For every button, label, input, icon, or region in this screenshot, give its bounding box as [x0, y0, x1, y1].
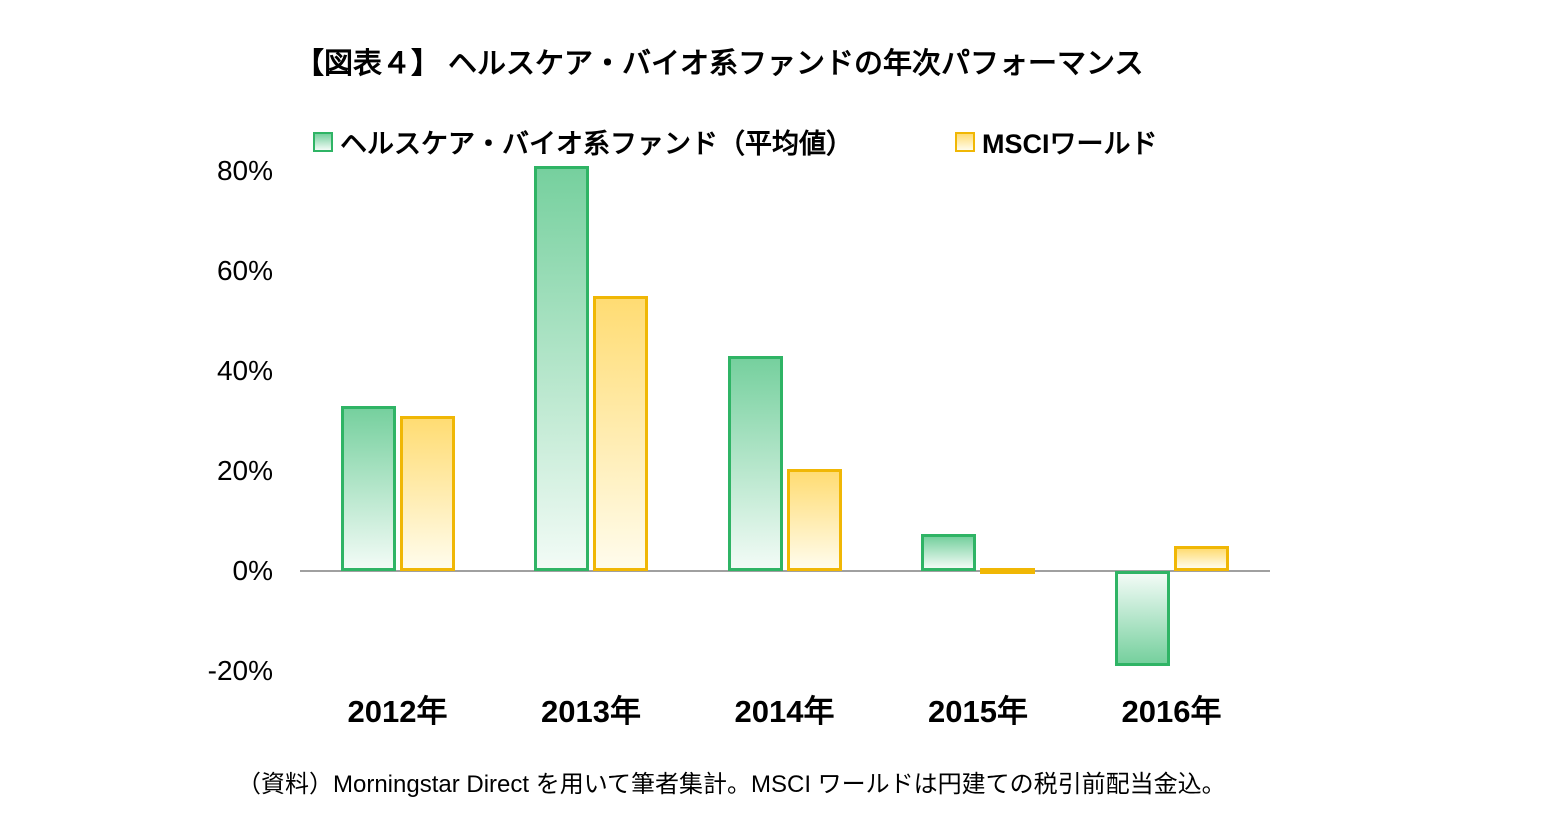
legend-label-fund: ヘルスケア・バイオ系ファンド（平均値） [340, 129, 853, 159]
y-tick-label-20%: 20% [216, 455, 273, 486]
legend-label-msci: MSCIワールド [982, 129, 1158, 159]
bar-fund-2015年 [921, 533, 976, 571]
bar-msci-2014年 [786, 468, 842, 571]
legend-item-fund: ヘルスケア・バイオ系ファンド（平均値） [313, 122, 853, 161]
source-note: （資料）Morningstar Direct を用いて筆者集計。MSCI ワール… [237, 771, 1226, 798]
x-tick-label-2014年: 2014年 [734, 694, 835, 729]
plot-area: 2012年 2013年 2014年 2015年 2016年 [300, 146, 1270, 756]
x-tick-label-2015年: 2015年 [928, 694, 1028, 729]
bar-fund-2014年 [727, 356, 783, 571]
bar-msci-2012年 [399, 416, 455, 571]
chart-title: 【図表４】 ヘルスケア・バイオ系ファンドの年次パフォーマンス [295, 48, 1144, 80]
bar-fund-2016年 [1114, 571, 1170, 666]
bar-msci-2015年 [980, 568, 1035, 574]
bar-fund-2013年 [534, 166, 589, 571]
y-tick-label-40%: 40% [216, 355, 273, 386]
legend-swatch-fund-icon [313, 131, 333, 152]
x-tick-label-2013年: 2013年 [541, 694, 641, 729]
x-tick-label-2012年: 2012年 [347, 694, 448, 729]
legend-swatch-msci-icon [955, 131, 975, 152]
bar-msci-2013年 [593, 296, 648, 571]
y-tick-label-60%: 60% [216, 255, 273, 286]
y-axis-labels: 80% 60% 40% 20% 0% -20% [0, 0, 290, 821]
y-tick-label--20%: -20% [207, 655, 273, 686]
bar-msci-2016年 [1173, 546, 1229, 571]
legend-item-msci: MSCIワールド [955, 122, 1158, 161]
zero-axis-line [300, 570, 1270, 572]
y-tick-label-80%: 80% [216, 155, 273, 186]
y-tick-label-0%: 0% [232, 555, 273, 586]
bar-fund-2012年 [340, 406, 396, 571]
x-tick-label-2016年: 2016年 [1121, 694, 1222, 729]
